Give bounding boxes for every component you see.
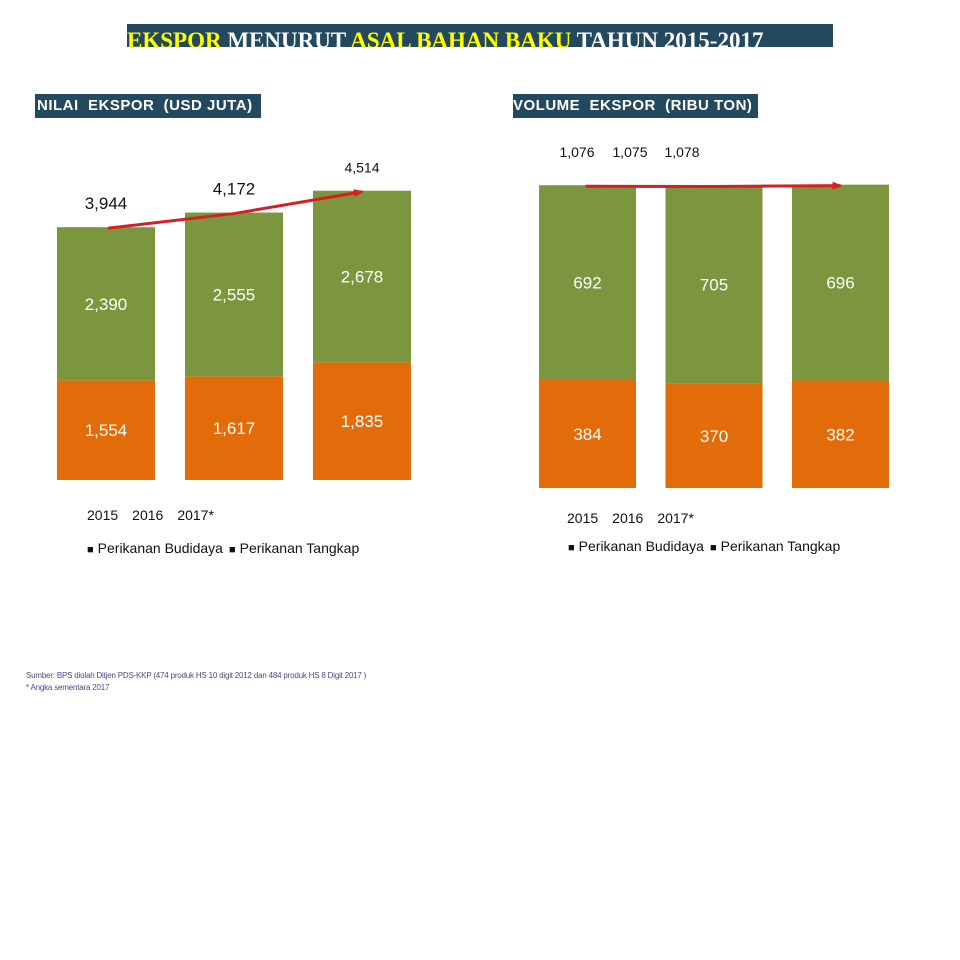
nilai-bar-tangkap-1 xyxy=(185,376,283,480)
nilai-bar-budidaya-1 xyxy=(185,212,283,377)
nilai-label-budidaya-2: 2,678 xyxy=(341,268,384,287)
volume-year-2016: 2016 xyxy=(612,510,644,526)
source-footnote: Sumber: BPS diolah Ditjen PDS-KKP (474 p… xyxy=(26,671,367,680)
legend-label-tangkap: Perikanan Tangkap xyxy=(720,538,841,554)
volume-label-tangkap-0: 384 xyxy=(573,425,601,444)
nilai-year-2015: 2015 xyxy=(87,507,119,523)
volume-bar-budidaya-2 xyxy=(792,184,889,381)
nilai-label-tangkap-2: 1,835 xyxy=(341,412,384,431)
volume-trend-arrow xyxy=(585,181,843,190)
volume-label-budidaya-1: 705 xyxy=(700,276,728,295)
nilai-bar-tangkap-0 xyxy=(57,380,155,480)
legend-label-budidaya: Perikanan Budidaya xyxy=(578,538,704,554)
legend-item-tangkap: ■ Perikanan Tangkap xyxy=(710,538,840,554)
volume-ekspor-chart: 384 692 1,076 370 705 1,075 382 696 1,078 xyxy=(539,144,889,488)
nilai-bar-budidaya-0 xyxy=(57,227,155,381)
title-highlight-bahan-baku: ASAL BAHAN BAKU xyxy=(350,28,572,47)
nilai-bar-budidaya-2 xyxy=(313,190,411,363)
legend-marker-icon: ■ xyxy=(568,542,575,554)
nilai-trend-arrow xyxy=(107,189,364,230)
nilai-label-tangkap-1: 1,617 xyxy=(213,419,256,438)
volume-bar-tangkap-0 xyxy=(539,379,636,488)
nilai-label-total-1: 4,172 xyxy=(213,180,256,199)
volume-label-tangkap-2: 382 xyxy=(826,425,854,444)
panel-label-nilai-ekspor: NILAI EKSPOR (USD JUTA) xyxy=(35,94,261,118)
nilai-label-budidaya-0: 2,390 xyxy=(85,295,128,314)
volume-bar-budidaya-1 xyxy=(665,185,763,384)
volume-label-tangkap-1: 370 xyxy=(700,427,728,446)
main-title: EKSPOR MENURUT ASAL BAHAN BAKU TAHUN 201… xyxy=(127,24,833,47)
volume-label-total-2: 1,078 xyxy=(664,144,699,160)
nilai-bar-tangkap-2 xyxy=(313,362,411,480)
volume-year-axis: 2015 2016 2017* xyxy=(567,510,708,526)
legend-item-budidaya: ■ Perikanan Budidaya xyxy=(87,540,223,556)
volume-bar-budidaya-0 xyxy=(539,185,636,380)
volume-legend: ■ Perikanan Budidaya ■ Perikanan Tangkap xyxy=(568,538,846,554)
title-text-tahun: TAHUN 2015-2017 xyxy=(571,28,764,47)
nilai-label-total-0: 3,944 xyxy=(85,194,128,213)
title-text-menurut: MENURUT xyxy=(221,28,351,47)
nilai-year-2016: 2016 xyxy=(132,507,164,523)
legend-item-tangkap: ■ Perikanan Tangkap xyxy=(229,540,359,556)
volume-label-total-0: 1,076 xyxy=(559,144,594,160)
title-highlight-ekspor: EKSPOR xyxy=(127,28,222,47)
nilai-legend: ■ Perikanan Budidaya ■ Perikanan Tangkap xyxy=(87,540,365,556)
volume-label-budidaya-2: 696 xyxy=(826,274,854,293)
volume-label-total-1: 1,075 xyxy=(612,144,647,160)
panel-label-volume-ekspor: VOLUME EKSPOR (RIBU TON) xyxy=(513,94,759,118)
nilai-label-total-2: 4,514 xyxy=(344,160,379,176)
volume-year-2015: 2015 xyxy=(567,510,599,526)
volume-bar-tangkap-2 xyxy=(792,380,889,488)
legend-marker-icon: ■ xyxy=(228,544,236,556)
nilai-label-budidaya-1: 2,555 xyxy=(213,285,256,304)
legend-label-tangkap: Perikanan Tangkap xyxy=(239,540,360,556)
nilai-label-tangkap-0: 1,554 xyxy=(85,421,128,440)
legend-item-budidaya: ■ Perikanan Budidaya xyxy=(568,538,704,554)
nilai-year-2017: 2017* xyxy=(177,507,214,523)
volume-year-2017: 2017* xyxy=(657,510,694,526)
volume-bar-tangkap-1 xyxy=(665,383,763,488)
legend-marker-icon: ■ xyxy=(87,544,94,556)
nilai-ekspor-chart: 1,554 2,390 3,944 1,617 2,555 4,172 1,835 2,678… xyxy=(57,160,411,480)
volume-label-budidaya-0: 692 xyxy=(573,274,601,293)
provisional-footnote: * Angka sementara 2017 xyxy=(26,683,110,692)
legend-marker-icon: ■ xyxy=(709,542,717,554)
nilai-year-axis: 2015 2016 2017* xyxy=(87,507,228,523)
legend-label-budidaya: Perikanan Budidaya xyxy=(97,540,223,556)
